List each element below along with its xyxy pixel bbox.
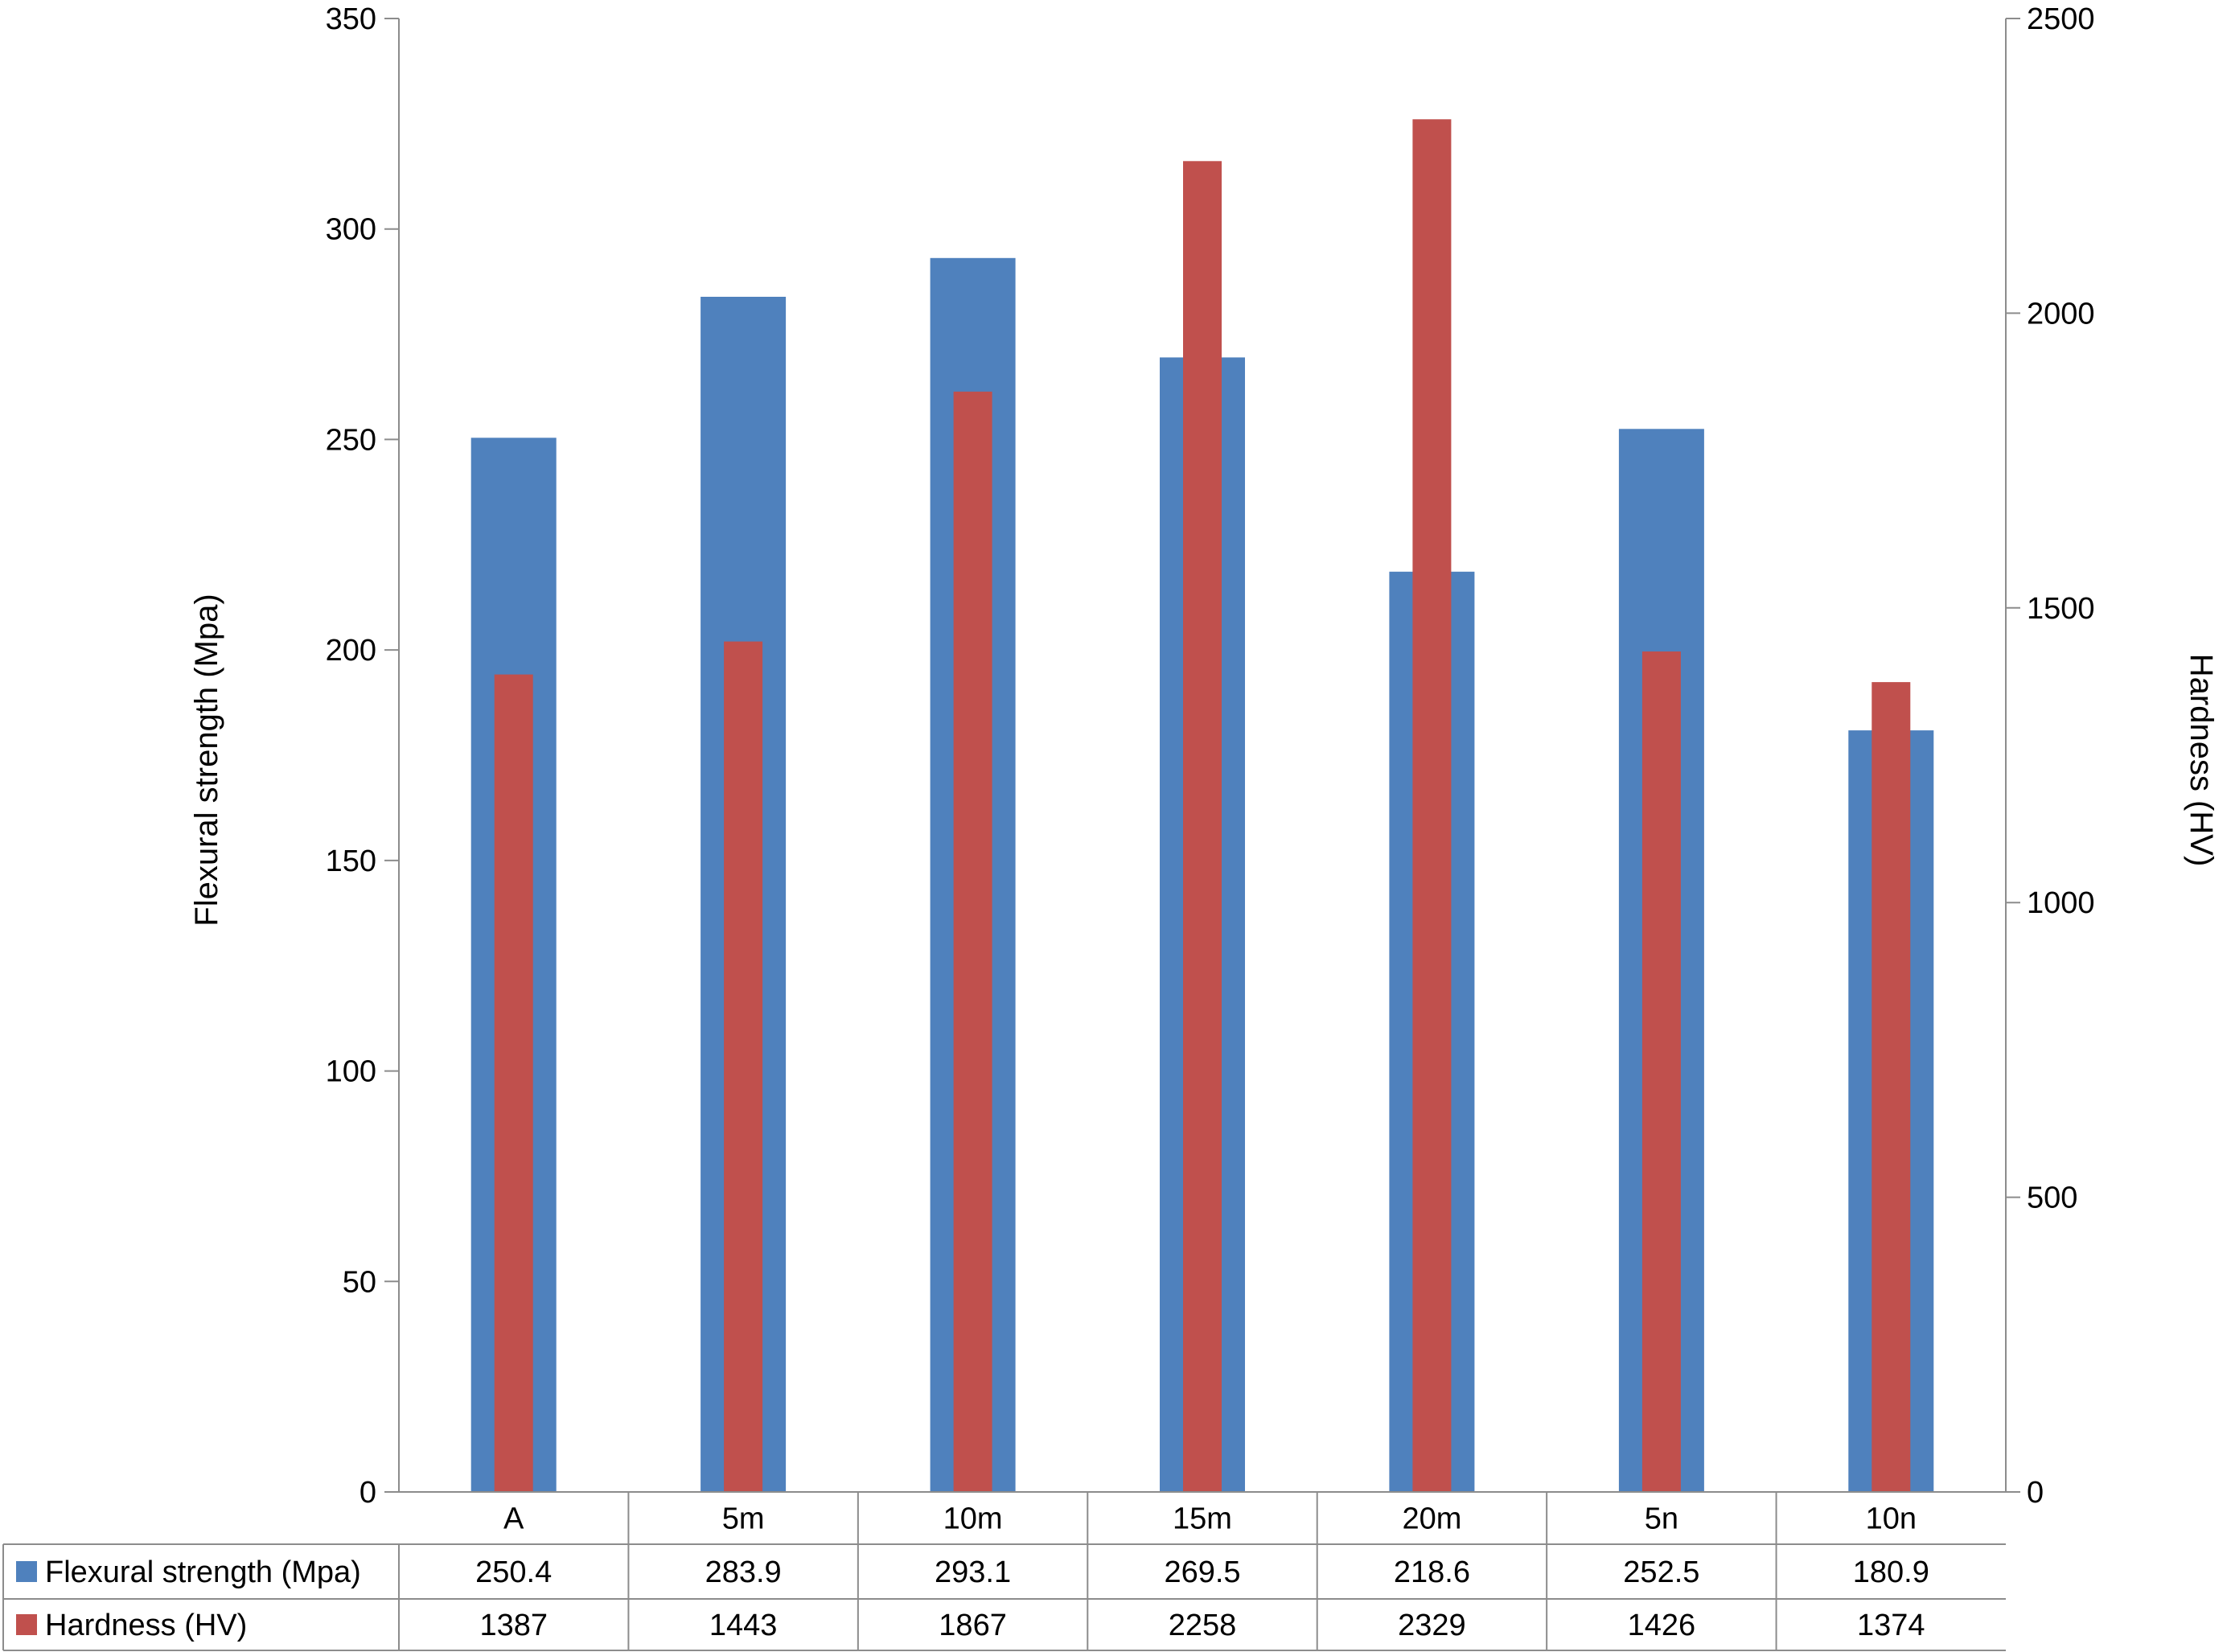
left-tick-label: 100 [326, 1055, 376, 1089]
hardness-bar [1871, 682, 1911, 1492]
left-tick-layer: 0 50 100 150 200 250 300 350 [326, 2, 399, 1510]
table-cell-value: 2258 [1169, 1609, 1237, 1642]
right-tick-label: 2500 [2027, 2, 2095, 36]
hardness-bar [724, 641, 763, 1492]
y-axis-title: Flexural strength (Mpa) [189, 594, 224, 926]
bars-layer [470, 119, 1934, 1492]
right-tick-label: 0 [2027, 1476, 2044, 1510]
category-label: 15m [1173, 1502, 1232, 1536]
left-tick-label: 0 [360, 1476, 376, 1510]
legend-swatch [16, 1561, 37, 1582]
right-tick-label: 500 [2027, 1181, 2077, 1215]
y2-axis-title: Hardness (HV) [2184, 654, 2219, 867]
axes-layer [398, 18, 2007, 1492]
right-tick-label: 1000 [2027, 886, 2095, 920]
table-cell-value: 1426 [1628, 1609, 1696, 1642]
table-cell-value: 1443 [709, 1609, 778, 1642]
category-label: 5n [1645, 1502, 1678, 1536]
category-label: 20m [1402, 1502, 1461, 1536]
hardness-bar [494, 674, 533, 1492]
table-cell-value: 1867 [939, 1609, 1007, 1642]
category-label: 10m [943, 1502, 1003, 1536]
left-tick-label: 150 [326, 844, 376, 878]
hardness-bar [1183, 161, 1222, 1492]
right-tick-label: 1500 [2027, 592, 2095, 626]
category-label: A [503, 1502, 524, 1536]
hardness-bar [1641, 651, 1681, 1492]
category-label: 5m [722, 1502, 765, 1536]
table-cell-value: 293.1 [935, 1555, 1011, 1589]
left-tick-label: 350 [326, 2, 376, 36]
category-label: 10n [1866, 1502, 1917, 1536]
hardness-bar [953, 391, 992, 1492]
table-cell-value: 1374 [1857, 1609, 1925, 1642]
table-cell-value: 250.4 [475, 1555, 552, 1589]
table-cell-value: 283.9 [705, 1555, 782, 1589]
data-table: A 5m 10m 15m 20m 5n 10n Flexural strength (Mpa)… [2, 1491, 2006, 1651]
table-cell-value: 218.6 [1394, 1555, 1470, 1589]
left-tick-label: 200 [326, 634, 376, 668]
right-tick-layer: 0 500 1000 1500 2000 2500 [2006, 2, 2095, 1510]
left-tick-label: 250 [326, 423, 376, 457]
left-tick-label: 300 [326, 213, 376, 247]
legend-label: Hardness (HV) [45, 1609, 247, 1642]
table-cell-value: 1387 [479, 1609, 548, 1642]
legend-swatch [16, 1614, 37, 1635]
left-tick-label: 50 [343, 1265, 376, 1299]
hardness-bar [1412, 119, 1452, 1492]
table-cell-value: 180.9 [1853, 1555, 1929, 1589]
right-tick-label: 2000 [2027, 297, 2095, 331]
table-cell-value: 252.5 [1623, 1555, 1699, 1589]
legend-label: Flexural strength (Mpa) [45, 1555, 361, 1589]
table-cell-value: 2329 [1398, 1609, 1466, 1642]
table-cell-value: 269.5 [1164, 1555, 1240, 1589]
